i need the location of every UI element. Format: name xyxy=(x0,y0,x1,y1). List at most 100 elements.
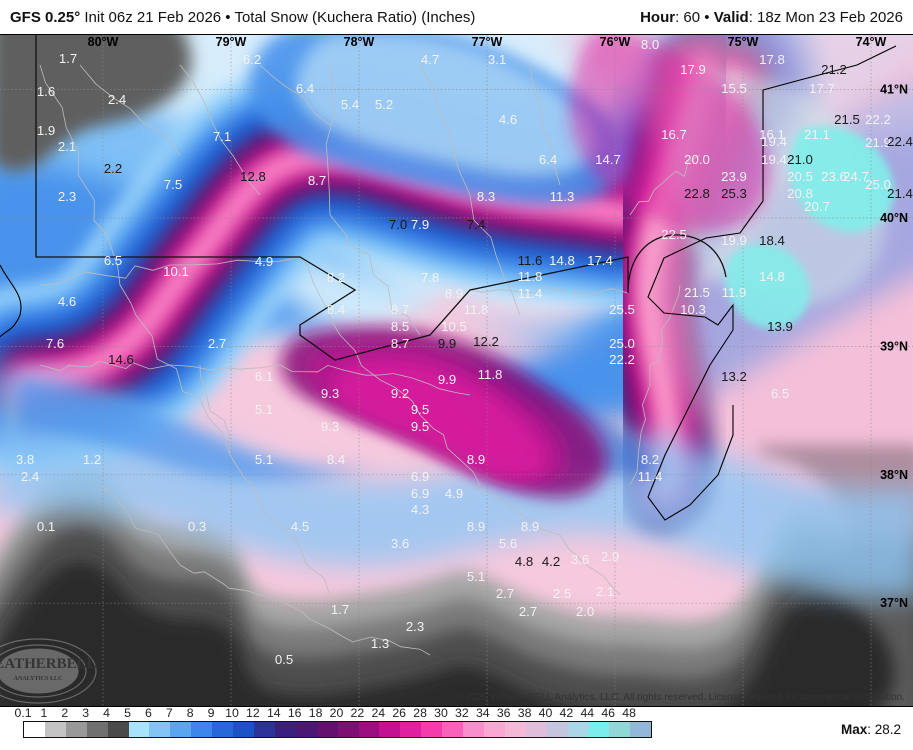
svg-text:4.9: 4.9 xyxy=(255,254,273,269)
svg-text:6.9: 6.9 xyxy=(411,469,429,484)
svg-text:22.2: 22.2 xyxy=(609,352,635,367)
svg-text:11.4: 11.4 xyxy=(638,469,663,484)
svg-text:14.8: 14.8 xyxy=(549,253,575,268)
svg-text:3.8: 3.8 xyxy=(16,452,34,467)
svg-text:8.5: 8.5 xyxy=(391,319,409,334)
svg-text:1.9: 1.9 xyxy=(37,123,55,138)
svg-text:5.6: 5.6 xyxy=(499,536,517,551)
svg-text:11.6: 11.6 xyxy=(518,253,543,268)
svg-text:21.5: 21.5 xyxy=(834,112,860,127)
svg-text:2.4: 2.4 xyxy=(108,92,126,107)
svg-text:8.4: 8.4 xyxy=(327,302,345,317)
svg-text:40°N: 40°N xyxy=(880,211,908,225)
svg-text:2.9: 2.9 xyxy=(601,549,619,564)
svg-text:25.5: 25.5 xyxy=(609,302,635,317)
svg-text:1.6: 1.6 xyxy=(37,84,55,99)
svg-text:14.7: 14.7 xyxy=(595,152,621,167)
svg-text:8.7: 8.7 xyxy=(308,173,326,188)
svg-text:4.3: 4.3 xyxy=(411,502,429,517)
svg-text:4.2: 4.2 xyxy=(542,554,560,569)
svg-text:8.7: 8.7 xyxy=(391,302,409,317)
svg-text:8.7: 8.7 xyxy=(391,336,409,351)
svg-text:11.9: 11.9 xyxy=(722,285,747,300)
svg-text:7.9: 7.9 xyxy=(411,217,429,232)
svg-text:8.4: 8.4 xyxy=(327,452,345,467)
svg-text:23.9: 23.9 xyxy=(721,169,747,184)
svg-text:11.8: 11.8 xyxy=(478,367,503,382)
svg-text:1.2: 1.2 xyxy=(83,452,101,467)
svg-text:22.4: 22.4 xyxy=(887,134,913,149)
svg-text:25.3: 25.3 xyxy=(721,186,747,201)
svg-text:5.4: 5.4 xyxy=(341,97,359,112)
svg-text:1.7: 1.7 xyxy=(331,602,349,617)
svg-text:3.6: 3.6 xyxy=(571,552,589,567)
svg-text:7.4: 7.4 xyxy=(467,217,485,232)
svg-text:10.5: 10.5 xyxy=(441,319,467,334)
svg-text:WEATHERBELL: WEATHERBELL xyxy=(0,656,97,672)
svg-text:7.5: 7.5 xyxy=(164,177,182,192)
svg-text:4.8: 4.8 xyxy=(515,554,533,569)
svg-text:11.4: 11.4 xyxy=(518,286,543,301)
svg-text:5.1: 5.1 xyxy=(255,402,273,417)
svg-text:2.1: 2.1 xyxy=(596,584,614,599)
svg-text:10.3: 10.3 xyxy=(680,302,706,317)
svg-text:3.6: 3.6 xyxy=(391,536,409,551)
svg-text:9.2: 9.2 xyxy=(391,386,409,401)
svg-text:20.7: 20.7 xyxy=(804,199,830,214)
svg-text:11.8: 11.8 xyxy=(518,269,543,284)
svg-text:12.2: 12.2 xyxy=(473,334,499,349)
svg-text:4.6: 4.6 xyxy=(499,112,517,127)
svg-text:21.0: 21.0 xyxy=(787,152,813,167)
svg-text:9.9: 9.9 xyxy=(438,336,456,351)
svg-text:ANALYTICS LLC: ANALYTICS LLC xyxy=(14,676,63,682)
svg-text:19.9: 19.9 xyxy=(721,233,747,248)
svg-text:20.0: 20.0 xyxy=(684,152,710,167)
svg-text:9.9: 9.9 xyxy=(438,372,456,387)
svg-text:25.0: 25.0 xyxy=(609,336,635,351)
svg-text:7.6: 7.6 xyxy=(46,336,64,351)
svg-text:2.1: 2.1 xyxy=(58,139,76,154)
svg-text:10.1: 10.1 xyxy=(163,264,189,279)
svg-text:2.5: 2.5 xyxy=(553,586,571,601)
svg-text:2.4: 2.4 xyxy=(21,469,39,484)
svg-text:8.9: 8.9 xyxy=(467,519,485,534)
svg-text:7.0: 7.0 xyxy=(389,217,407,232)
svg-text:39°N: 39°N xyxy=(880,339,908,353)
svg-text:7.8: 7.8 xyxy=(421,270,439,285)
svg-text:22.8: 22.8 xyxy=(684,186,710,201)
svg-text:22.2: 22.2 xyxy=(865,112,891,127)
svg-text:6.4: 6.4 xyxy=(296,81,314,96)
svg-text:6.4: 6.4 xyxy=(539,152,557,167)
svg-text:4.5: 4.5 xyxy=(291,519,309,534)
svg-text:6.5: 6.5 xyxy=(771,386,789,401)
svg-text:11.8: 11.8 xyxy=(464,302,489,317)
svg-text:13.2: 13.2 xyxy=(721,369,747,384)
svg-text:8.9: 8.9 xyxy=(521,519,539,534)
svg-text:1.3: 1.3 xyxy=(371,636,389,651)
svg-text:19.4: 19.4 xyxy=(761,152,787,167)
svg-text:14.8: 14.8 xyxy=(759,269,785,284)
svg-text:5.2: 5.2 xyxy=(375,97,393,112)
svg-text:6.9: 6.9 xyxy=(411,486,429,501)
svg-text:7.1: 7.1 xyxy=(213,129,231,144)
svg-text:14.6: 14.6 xyxy=(108,352,134,367)
svg-text:17.7: 17.7 xyxy=(809,81,835,96)
svg-text:38°N: 38°N xyxy=(880,468,908,482)
svg-text:41°N: 41°N xyxy=(880,83,908,97)
svg-text:8.9: 8.9 xyxy=(445,286,463,301)
svg-text:11.3: 11.3 xyxy=(550,189,575,204)
svg-text:21.5: 21.5 xyxy=(684,285,710,300)
svg-text:13.9: 13.9 xyxy=(767,319,793,334)
svg-text:4.9: 4.9 xyxy=(445,486,463,501)
svg-text:6.1: 6.1 xyxy=(255,369,273,384)
svg-text:2.0: 2.0 xyxy=(576,604,594,619)
svg-text:0.3: 0.3 xyxy=(188,519,206,534)
svg-text:5.1: 5.1 xyxy=(467,569,485,584)
svg-text:17.4: 17.4 xyxy=(587,253,613,268)
svg-text:8.2: 8.2 xyxy=(641,452,659,467)
svg-text:9.3: 9.3 xyxy=(321,386,339,401)
svg-text:2.7: 2.7 xyxy=(496,586,514,601)
svg-text:20.5: 20.5 xyxy=(787,169,813,184)
svg-text:12.8: 12.8 xyxy=(240,169,266,184)
svg-text:5.1: 5.1 xyxy=(255,452,273,467)
